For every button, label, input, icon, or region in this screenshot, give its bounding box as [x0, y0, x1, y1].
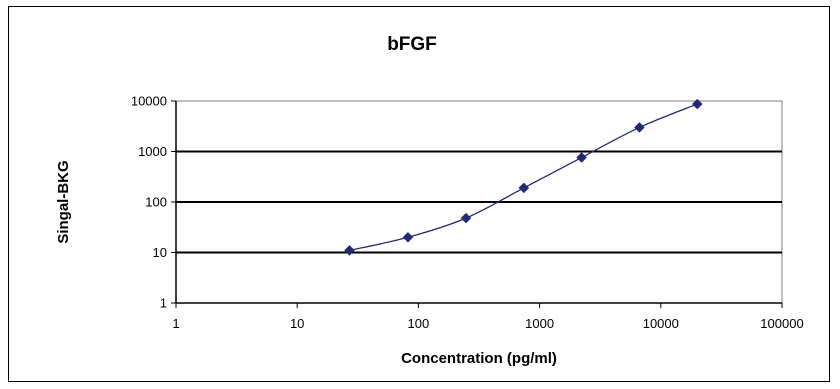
- y-tick-label: 10000: [131, 94, 167, 109]
- data-point-marker: [518, 182, 530, 194]
- data-point-marker: [402, 231, 414, 243]
- y-axis-title: Singal-BKG: [55, 160, 72, 243]
- data-point-marker: [634, 122, 645, 133]
- axes: [171, 100, 783, 308]
- data-point-marker: [460, 212, 472, 224]
- x-tick-label: 10: [290, 316, 304, 331]
- tick-labels: 1 10 100 1000 10000 1 10 100 1000 10000 100000: [131, 94, 804, 332]
- x-tick-label: 10000: [643, 316, 679, 331]
- data-series: [344, 98, 703, 256]
- y-tick-label: 1000: [138, 144, 167, 159]
- data-point-marker: [691, 98, 703, 110]
- x-axis-title: Concentration (pg/ml): [401, 350, 557, 367]
- x-tick-label: 100000: [760, 316, 803, 331]
- x-tick-label: 1: [172, 316, 179, 331]
- grid-lines: [176, 150, 782, 254]
- chart-title: bFGF: [387, 34, 437, 55]
- x-tick-label: 1000: [525, 316, 554, 331]
- y-tick-label: 100: [145, 195, 167, 210]
- y-tick-label: 10: [153, 245, 167, 260]
- x-tick-label: 100: [408, 316, 430, 331]
- data-point-marker: [344, 245, 355, 256]
- data-point-marker: [576, 152, 587, 163]
- y-tick-label: 1: [160, 296, 167, 311]
